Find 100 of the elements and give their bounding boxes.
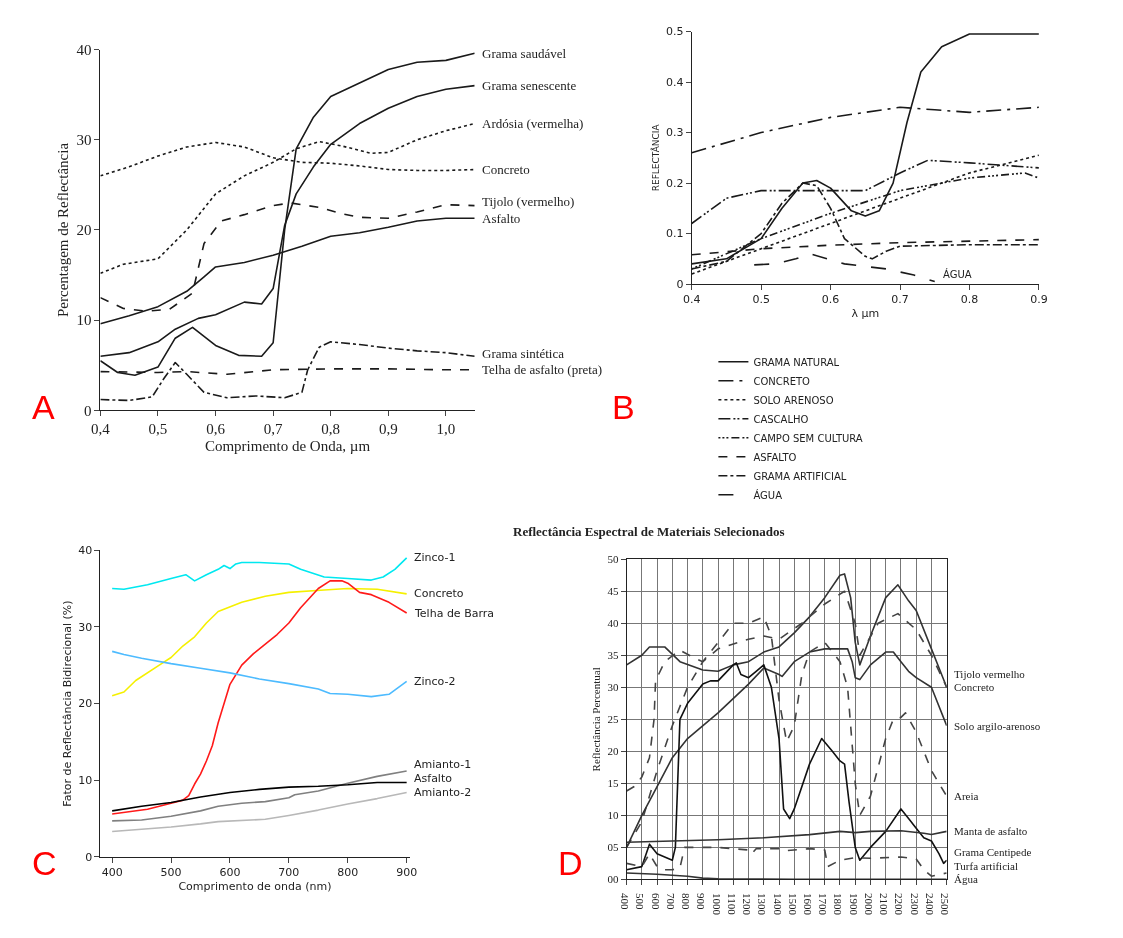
series-label: Asfalto <box>482 211 521 226</box>
x-tick-label: 700 <box>278 866 300 880</box>
x-tick-label: 400 <box>101 866 123 880</box>
x-tick-label: 2300 <box>908 893 921 916</box>
y-tick-label: 45 <box>607 585 619 598</box>
y-tick-label: 10 <box>607 809 619 822</box>
x-tick-label: 0,6 <box>206 421 226 438</box>
x-tick-label: 1100 <box>725 893 738 916</box>
series-label: Ardósia (vermelha) <box>482 116 584 131</box>
x-tick-label: 2200 <box>893 893 906 916</box>
series-label: Amianto-1 <box>414 758 472 771</box>
legend-label: SOLO ARENOSO <box>753 394 834 406</box>
x-tick-label: 2000 <box>862 893 875 916</box>
y-tick-label: 0.3 <box>666 126 684 140</box>
x-tick-label: 700 <box>664 893 677 911</box>
annotation: ÁGUA <box>943 268 972 280</box>
y-axis-title: Reflectância Percentual <box>590 667 603 772</box>
x-axis-title: Comprimento de Onda, µm <box>204 438 371 455</box>
series-label: Grama Centipede <box>954 846 1032 858</box>
series-label: Zinco-2 <box>414 675 456 688</box>
x-tick-label: 0.6 <box>821 293 840 307</box>
y-tick-label: 30 <box>78 620 93 634</box>
x-tick-label: 0.7 <box>891 293 909 307</box>
x-tick-label: 1800 <box>832 893 845 916</box>
y-tick-label: 10 <box>76 312 92 329</box>
series-label: Água <box>954 873 978 885</box>
series-label: Telha de asfalto (preta) <box>482 362 602 377</box>
series-label: Grama sintética <box>482 346 565 361</box>
x-tick-label: 1500 <box>786 893 799 916</box>
y-axis-title: Percentagem de Reflectância <box>54 142 71 318</box>
text: D <box>558 844 583 882</box>
x-tick-label: 0,7 <box>263 421 284 438</box>
series-label: Zinco-1 <box>414 551 456 564</box>
x-tick-label: 1,0 <box>436 421 456 438</box>
x-tick-label: 1900 <box>847 893 860 916</box>
x-tick-label: 500 <box>634 893 647 911</box>
series-label: Asfalto <box>414 772 453 785</box>
y-tick-label: 0.1 <box>666 227 684 241</box>
legend-label: CASCALHO <box>753 413 809 425</box>
x-tick-label: 2100 <box>878 893 891 916</box>
series-label: Solo argilo-arenoso <box>954 720 1041 732</box>
y-tick-label: 15 <box>607 777 619 790</box>
x-axis-title: λ µm <box>851 307 880 321</box>
x-tick-label: 600 <box>649 893 662 911</box>
series-label: Turfa artificial <box>954 860 1019 872</box>
y-tick-label: 40 <box>607 617 619 630</box>
text: A <box>32 388 55 426</box>
series-label: Concreto <box>414 587 464 600</box>
x-tick-label: 0,9 <box>378 421 398 438</box>
x-tick-label: 900 <box>695 893 708 911</box>
x-tick-label: 2500 <box>939 893 952 916</box>
x-tick-label: 1200 <box>741 893 754 916</box>
series-label: Telha de Barra <box>414 607 495 620</box>
legend-label: GRAMA ARTIFICIAL <box>753 470 847 482</box>
x-tick-label: 400 <box>619 893 632 911</box>
y-tick-label: 10 <box>78 774 93 788</box>
y-tick-label: 50 <box>607 553 619 566</box>
y-tick-label: 30 <box>76 132 92 149</box>
x-tick-label: 0.9 <box>1030 293 1048 307</box>
y-tick-label: 20 <box>607 745 619 758</box>
y-tick-label: 20 <box>76 222 92 239</box>
x-tick-label: 0,8 <box>321 421 341 438</box>
x-tick-label: 0.4 <box>682 293 701 307</box>
y-tick-label: 0 <box>85 850 93 864</box>
x-tick-label: 1400 <box>771 893 784 916</box>
x-tick-label: 1000 <box>710 893 723 916</box>
y-tick-label: 40 <box>76 41 92 58</box>
x-tick-label: 2400 <box>923 893 936 916</box>
y-axis-title: REFLECTÂNCIA <box>650 123 662 192</box>
x-tick-label: 600 <box>219 866 241 880</box>
x-tick-label: 800 <box>337 866 359 880</box>
series-label: Concreto <box>954 681 995 693</box>
legend-label: GRAMA NATURAL <box>753 356 840 368</box>
y-tick-label: 0 <box>676 277 684 291</box>
x-tick-label: 1700 <box>817 893 830 916</box>
y-tick-label: 25 <box>607 713 619 726</box>
y-tick-label: 0.2 <box>666 176 684 190</box>
series-label: Amianto-2 <box>414 786 472 799</box>
y-tick-label: 0 <box>83 402 92 419</box>
y-tick-label: 35 <box>607 649 619 662</box>
text: B <box>612 388 635 426</box>
x-tick-label: 800 <box>680 893 693 911</box>
series-label: Grama senescente <box>482 78 577 93</box>
x-tick-label: 0.8 <box>960 293 979 307</box>
x-tick-label: 500 <box>160 866 182 880</box>
x-axis-title: Comprimento de onda (nm) <box>178 880 332 894</box>
text: C <box>32 844 57 882</box>
x-tick-label: 0.5 <box>752 293 770 307</box>
y-tick-label: 30 <box>607 681 619 694</box>
y-axis-title: Fator de Reflectância Bidirecional (%) <box>60 600 74 807</box>
x-tick-label: 1600 <box>802 893 814 916</box>
series-label: Areia <box>954 790 979 802</box>
y-tick-label: 40 <box>78 544 93 558</box>
x-tick-label: 900 <box>396 866 418 880</box>
series-label: Grama saudável <box>482 46 567 61</box>
legend-label: ASFALTO <box>753 451 797 463</box>
x-tick-label: 1300 <box>756 893 769 916</box>
legend-label: ÁGUA <box>753 488 783 501</box>
y-tick-label: 20 <box>78 697 93 711</box>
legend-label: CAMPO SEM CULTURA <box>753 432 863 444</box>
